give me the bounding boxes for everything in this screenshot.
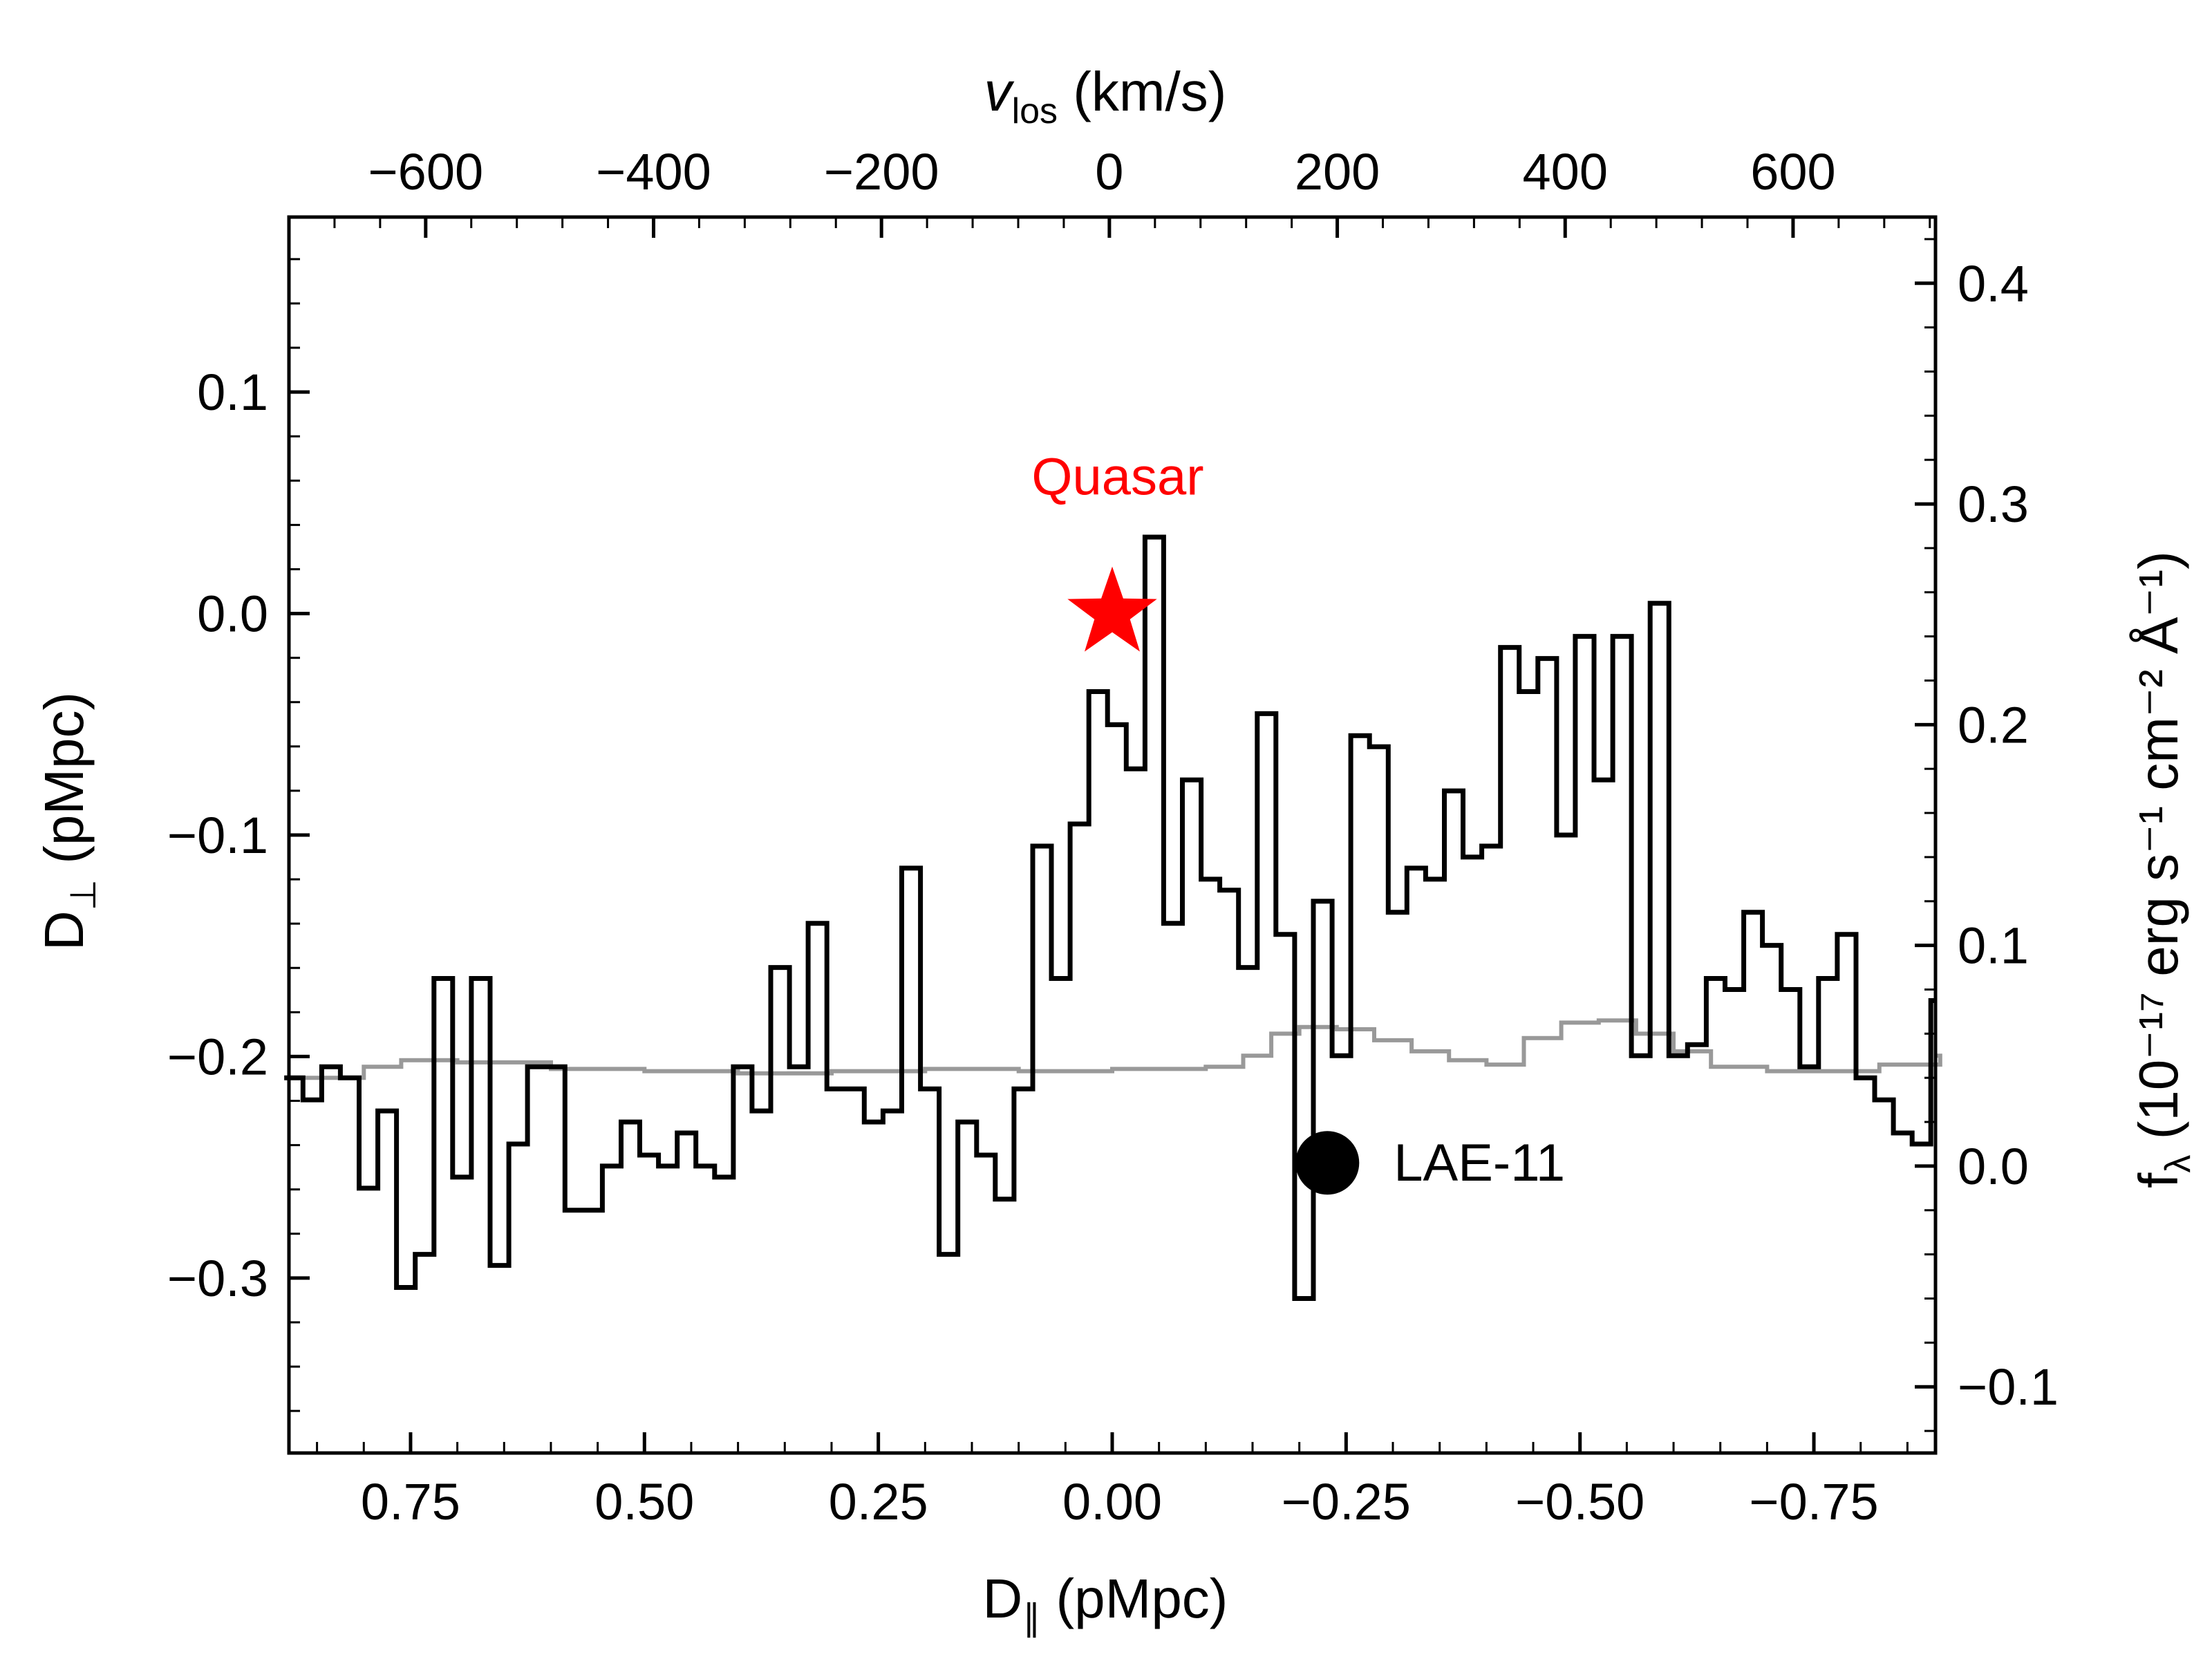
bottom-tick-label: 0.25	[829, 1473, 928, 1530]
right-tick-label: −0.1	[1958, 1358, 2059, 1416]
noise-spectrum-series	[284, 1018, 1942, 1080]
quasar-label: Quasar	[1031, 448, 1203, 507]
plot-frame	[287, 215, 1938, 1455]
flux-spectrum-line	[284, 534, 1936, 1301]
lae-11-marker	[1295, 1131, 1360, 1195]
point-markers: Quasar LAE-11	[1031, 448, 1565, 1195]
lae-11-label: LAE-11	[1394, 1134, 1565, 1192]
right-tick-label: 0.4	[1958, 255, 2029, 312]
right-tick-label: 0.2	[1958, 696, 2029, 753]
top-tick-label: 400	[1523, 143, 1608, 200]
right-tick-label: 0.0	[1958, 1138, 2029, 1195]
top-tick-label: −400	[596, 143, 711, 200]
left-axis-ticks: 0.1 0.0 −0.1 −0.2 −0.3	[167, 258, 310, 1412]
left-tick-label: −0.1	[167, 807, 268, 864]
bottom-tick-label: −0.50	[1515, 1473, 1644, 1530]
top-tick-label: 600	[1750, 143, 1835, 200]
left-tick-label: −0.3	[167, 1250, 268, 1307]
bottom-tick-label: 0.50	[594, 1473, 694, 1530]
top-tick-label: 200	[1295, 143, 1380, 200]
bottom-axis-ticks: 0.75 0.50 0.25 0.00 −0.25 −0.50 −0.75	[316, 1432, 1909, 1530]
top-tick-label: 0	[1095, 143, 1123, 200]
top-axis-title: vlos (km/s)	[984, 61, 1227, 131]
right-tick-label: 0.3	[1958, 476, 2029, 533]
noise-spectrum-line	[284, 1018, 1942, 1080]
top-tick-label: −200	[824, 143, 939, 200]
left-tick-label: 0.0	[197, 585, 268, 643]
right-axis-title: fλ (10⁻¹⁷ erg s⁻¹ cm⁻² Å⁻¹)	[2128, 551, 2198, 1188]
bottom-tick-label: −0.25	[1282, 1473, 1411, 1530]
bottom-tick-label: −0.75	[1749, 1473, 1878, 1530]
left-axis-title: D⊥ (pMpc)	[33, 692, 104, 950]
bottom-tick-label: 0.00	[1062, 1473, 1162, 1530]
top-axis-ticks: −600 −400 −200 0 200 400 600	[288, 143, 1931, 238]
bottom-axis-title: D∥ (pMpc)	[983, 1568, 1228, 1638]
top-tick-label: −600	[368, 143, 483, 200]
bottom-tick-label: 0.75	[361, 1473, 460, 1530]
right-tick-label: 0.1	[1958, 917, 2029, 975]
right-axis-ticks: 0.4 0.3 0.2 0.1 0.0 −0.1	[1915, 238, 2059, 1432]
quasar-star-marker	[1067, 566, 1157, 652]
left-tick-label: −0.2	[167, 1028, 268, 1085]
flux-spectrum-series	[284, 534, 1936, 1301]
left-tick-label: 0.1	[197, 364, 268, 421]
